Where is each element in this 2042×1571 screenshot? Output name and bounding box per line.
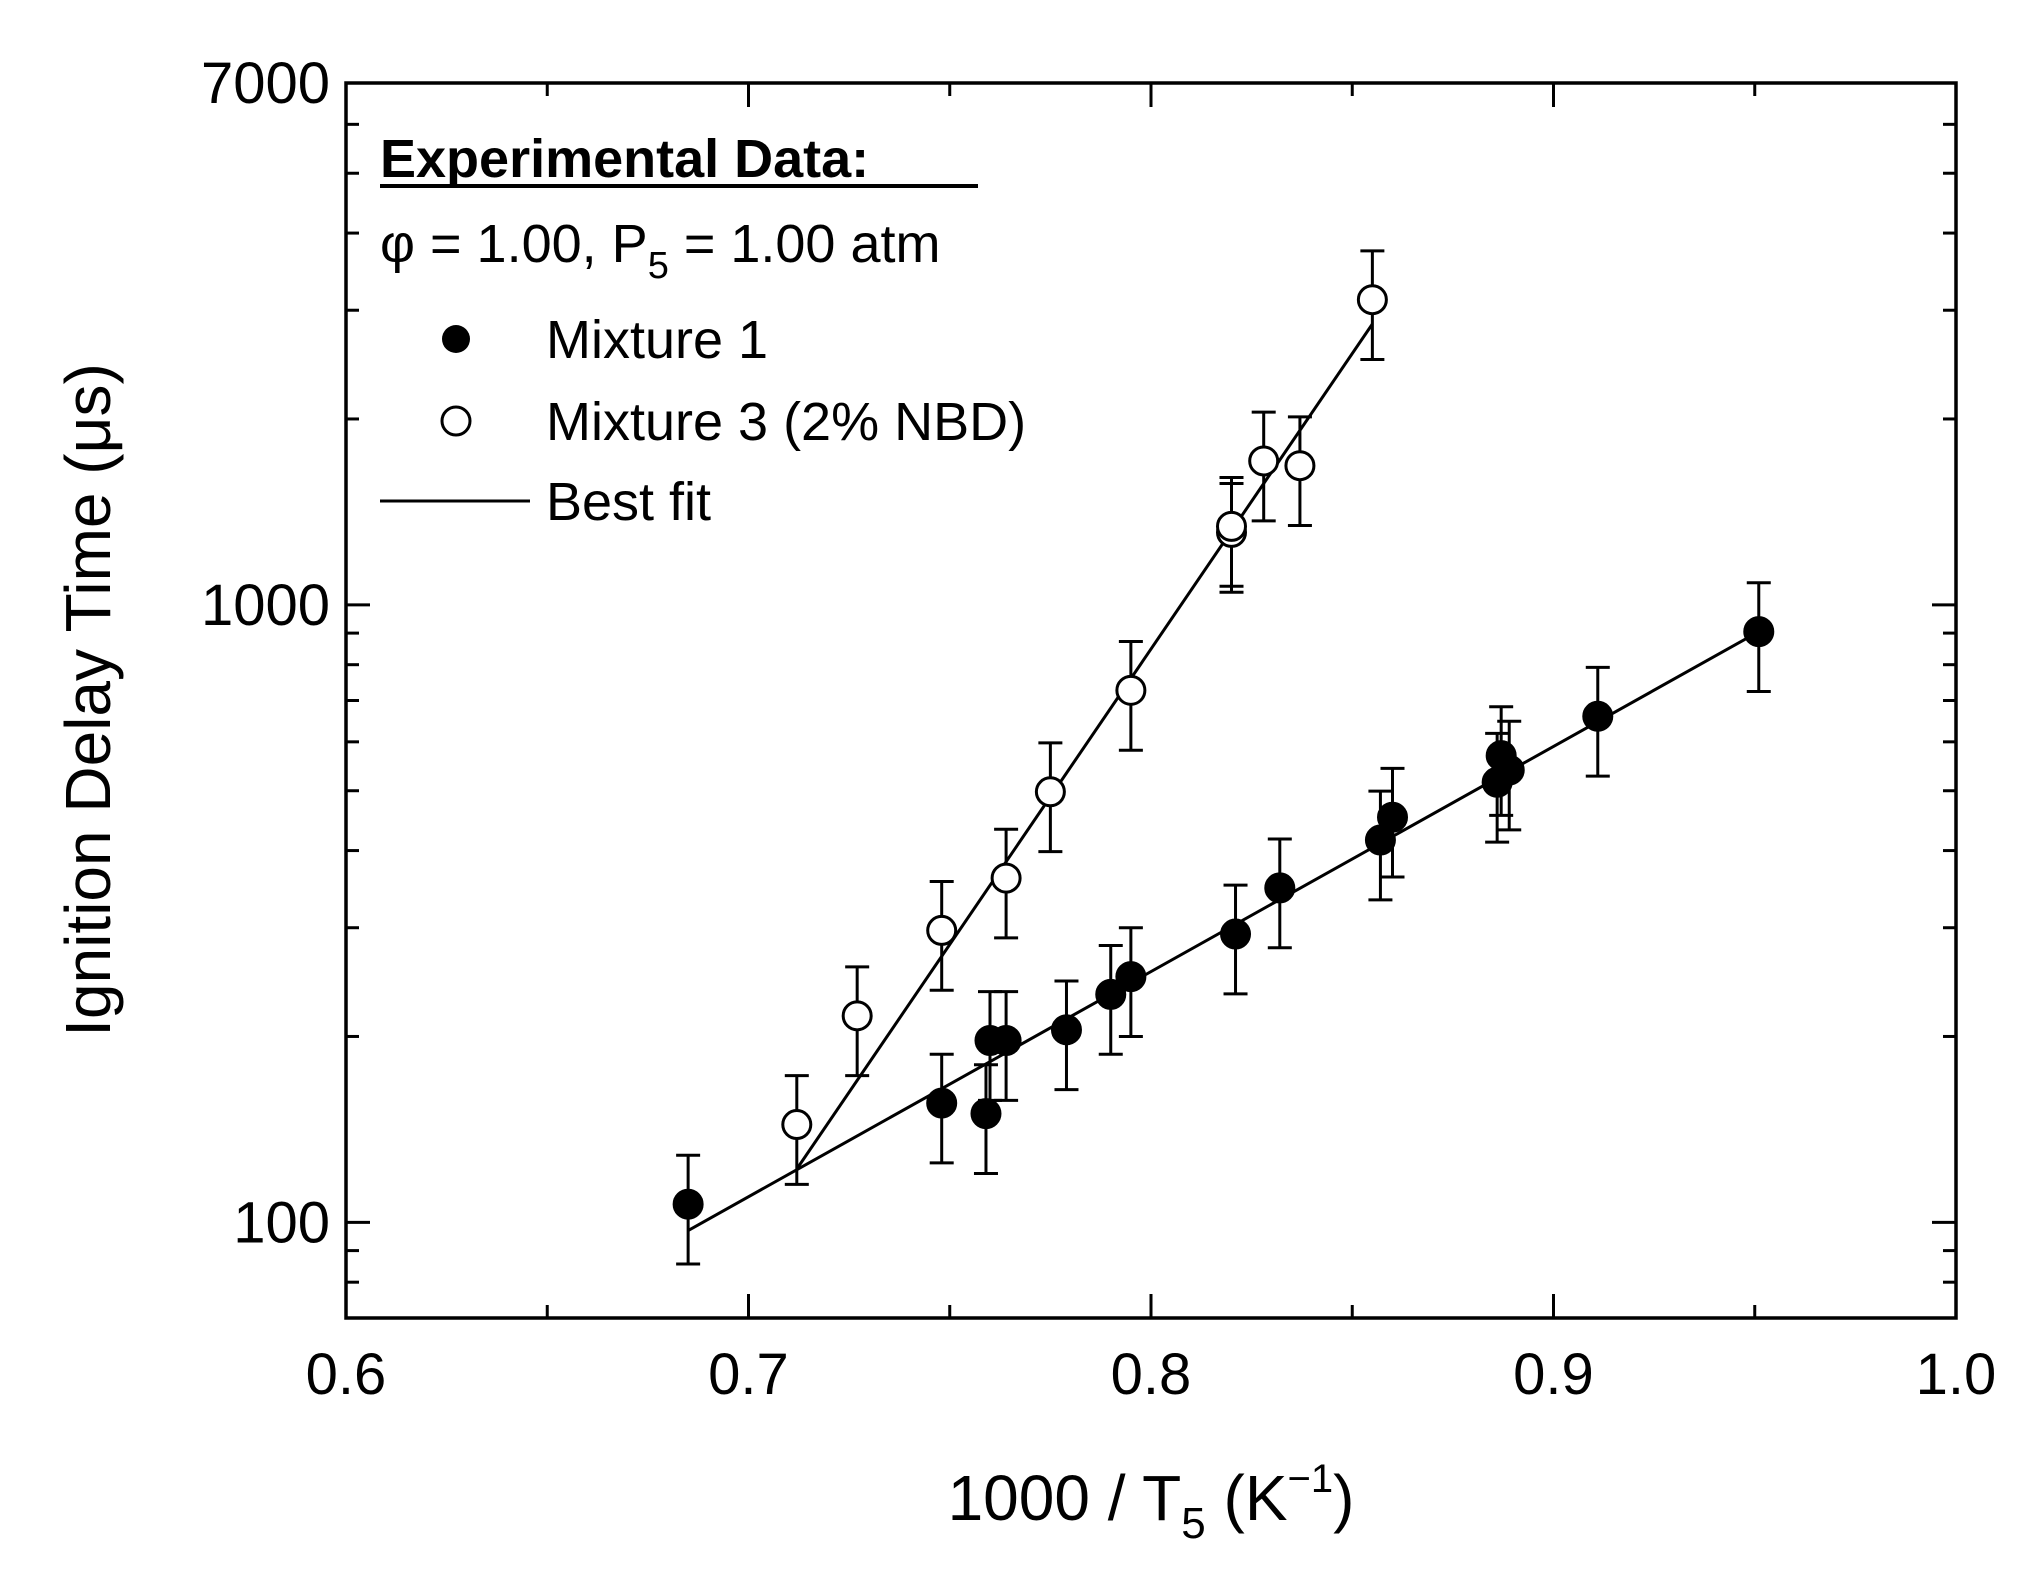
- data-point-mixture-3: [1248, 445, 1280, 477]
- data-point-mixture-1: [1050, 1014, 1082, 1046]
- data-point-mixture-3: [1216, 510, 1247, 542]
- legend: Experimental Data: φ = 1.00, P5 = 1.00 a…: [380, 129, 1026, 532]
- data-point-mixture-1: [970, 1098, 1002, 1130]
- data-point-mixture-1: [1582, 700, 1614, 732]
- x-axis-title: 1000 / T5 (K−1): [948, 1457, 1355, 1548]
- data-point-mixture-3: [1034, 776, 1066, 808]
- x-tick-label: 0.7: [708, 1342, 789, 1407]
- data-point-mixture-3: [781, 1109, 813, 1141]
- data-point-mixture-3: [1356, 284, 1388, 316]
- error-bars: [676, 249, 1771, 1266]
- data-point-mixture-3: [1284, 450, 1316, 482]
- data-point-mixture-1: [672, 1188, 704, 1220]
- legend-marker-open-circle: [440, 405, 472, 437]
- axis-ticks: [344, 81, 1958, 1318]
- x-tick-label: 0.9: [1513, 1342, 1594, 1407]
- x-tick-label: 0.8: [1111, 1342, 1192, 1407]
- y-tick-label: 7000: [201, 51, 330, 116]
- data-point-mixture-1: [1220, 918, 1252, 950]
- x-tick-label: 0.6: [306, 1342, 387, 1407]
- data-point-mixture-1: [990, 1025, 1022, 1057]
- legend-label-best-fit: Best fit: [546, 472, 711, 532]
- data-point-mixture-1: [1095, 978, 1127, 1010]
- legend-title: Experimental Data:: [380, 129, 869, 189]
- data-points: [672, 284, 1775, 1220]
- data-point-mixture-3: [926, 914, 958, 946]
- data-point-mixture-1: [1115, 961, 1147, 993]
- data-point-mixture-1: [1493, 754, 1525, 786]
- x-tick-label: 1.0: [1916, 1342, 1997, 1407]
- y-tick-label: 100: [233, 1190, 330, 1255]
- axis-tick-labels: 0.6 0.7 0.8 0.9 1.0 100 1000 7000: [201, 51, 1996, 1407]
- legend-marker-filled-circle: [442, 325, 470, 353]
- legend-conditions: φ = 1.00, P5 = 1.00 atm: [380, 214, 941, 287]
- data-point-mixture-1: [926, 1087, 958, 1119]
- data-point-mixture-1: [1743, 616, 1775, 648]
- legend-label-mixture-3: Mixture 3 (2% NBD): [546, 392, 1026, 452]
- data-point-mixture-1: [1377, 801, 1408, 833]
- y-axis-title: Ignition Delay Time (μs): [52, 363, 124, 1037]
- y-tick-label: 1000: [201, 573, 330, 638]
- legend-label-mixture-1: Mixture 1: [546, 310, 768, 370]
- data-point-mixture-3: [990, 862, 1022, 894]
- data-point-mixture-3: [1115, 674, 1147, 706]
- data-point-mixture-1: [1264, 872, 1296, 904]
- data-point-mixture-3: [841, 1000, 873, 1032]
